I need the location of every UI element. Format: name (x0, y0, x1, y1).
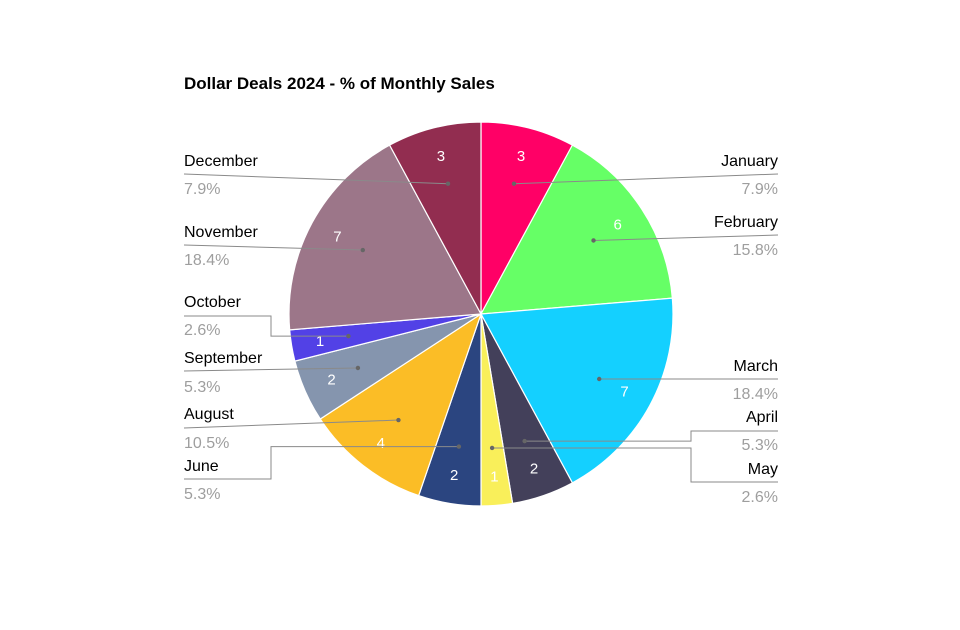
leader-lines (183, 173, 779, 483)
leader-line-november (183, 244, 363, 251)
leader-line-april (524, 430, 778, 442)
leader-dot-march (597, 376, 602, 382)
category-label-august: August (184, 406, 234, 423)
leader-dot-december (445, 181, 451, 186)
slice-value-label-may: 1 (490, 469, 498, 486)
percent-label-december: 7.9% (184, 181, 220, 198)
leader-line-may (492, 447, 778, 483)
category-label-november: November (184, 224, 258, 241)
slice-value-label-october: 1 (316, 333, 324, 350)
leader-line-august (183, 419, 399, 429)
category-label-april: April (746, 409, 778, 426)
percent-label-march: 18.4% (733, 386, 778, 403)
leader-dot-may (489, 445, 495, 451)
pie-slice-labels: 3 6 7 2 1 2 4 2 1 7 3 (316, 148, 629, 486)
percent-label-october: 2.6% (184, 322, 220, 339)
percent-label-april: 5.3% (742, 437, 778, 454)
slice-value-label-november: 7 (333, 228, 341, 245)
slice-value-label-december: 3 (437, 148, 445, 165)
pie-slice-march (480, 297, 674, 484)
category-label-march: March (734, 358, 778, 375)
leader-dot-october (346, 333, 351, 339)
category-label-october: October (184, 294, 242, 311)
percent-label-november: 18.4% (184, 252, 229, 269)
leader-line-february (593, 234, 779, 241)
pie-slice-january (480, 121, 574, 315)
leader-dot-april (522, 438, 527, 444)
leader-dot-november (360, 247, 365, 253)
pie-slices (288, 121, 674, 507)
category-label-january: January (721, 153, 778, 170)
slice-value-label-february: 6 (613, 217, 621, 234)
leader-line-june (184, 446, 459, 480)
leader-line-december (183, 173, 449, 185)
percent-label-august: 10.5% (184, 435, 229, 452)
category-label-may: May (748, 461, 778, 478)
slice-value-label-june: 2 (450, 467, 458, 484)
percent-label-may: 2.6% (742, 489, 778, 506)
leader-line-september (183, 367, 358, 372)
slice-value-label-march: 7 (620, 384, 628, 401)
chart-title: Dollar Deals 2024 - % of Monthly Sales (184, 74, 495, 93)
outside-labels: January 7.9% February 15.8% March 18.4% April 5… (184, 153, 778, 506)
leader-line-january (513, 173, 779, 185)
category-label-february: February (714, 214, 778, 231)
category-label-june: June (184, 458, 219, 475)
leader-dot-january (511, 181, 517, 186)
slice-value-label-september: 2 (327, 372, 335, 389)
percent-label-february: 15.8% (733, 242, 778, 259)
slice-value-label-august: 4 (377, 435, 385, 452)
category-label-december: December (184, 153, 258, 170)
pie-slice-november (288, 144, 482, 331)
pie-slice-december (388, 121, 482, 315)
pie-slice-august (319, 312, 483, 497)
leader-dot-september (355, 365, 361, 371)
category-label-september: September (184, 350, 263, 367)
percent-label-september: 5.3% (184, 379, 220, 396)
pie-slice-february (479, 144, 673, 315)
leader-dot-february (591, 238, 596, 243)
leader-dot-august (396, 417, 401, 423)
percent-label-june: 5.3% (184, 486, 220, 503)
slice-value-label-january: 3 (517, 148, 525, 165)
percent-label-january: 7.9% (742, 181, 778, 198)
leader-dot-june (456, 444, 462, 449)
leader-line-october (184, 315, 349, 337)
slice-value-label-april: 2 (530, 460, 538, 477)
